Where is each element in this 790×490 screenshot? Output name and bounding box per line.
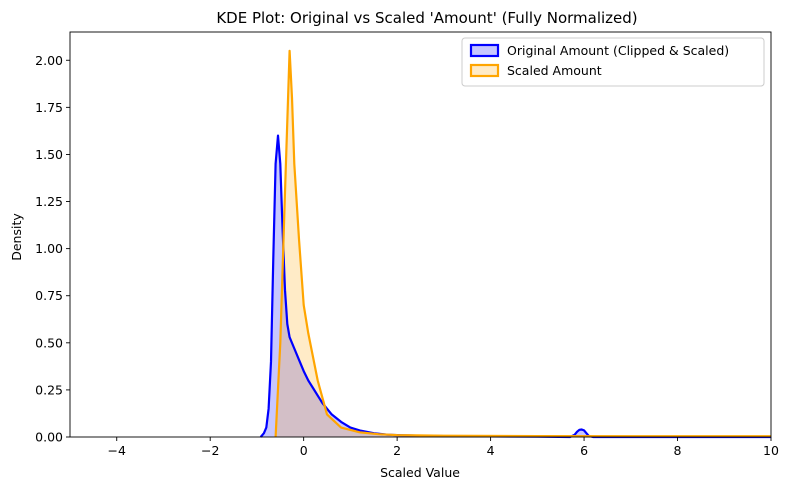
y-axis-ticks: 0.00 0.25 0.50 0.75 1.00 1.25 1.50 1.75 2.00 bbox=[35, 53, 70, 445]
series-1-fill bbox=[260, 135, 771, 437]
y-tick-label: 1.75 bbox=[35, 100, 63, 115]
x-tick-label: 8 bbox=[674, 443, 682, 458]
y-tick-label: 0.75 bbox=[35, 288, 63, 303]
y-tick-label: 0.25 bbox=[35, 382, 63, 397]
legend-label-2: Scaled Amount bbox=[507, 63, 602, 78]
legend-label-1: Original Amount (Clipped & Scaled) bbox=[507, 43, 729, 58]
series-2-fill bbox=[275, 50, 771, 438]
legend-box bbox=[461, 37, 765, 87]
legend-swatch-1 bbox=[469, 43, 500, 58]
chart-title: KDE Plot: Original vs Scaled 'Amount' (F… bbox=[216, 9, 637, 27]
x-tick-label: 4 bbox=[487, 443, 495, 458]
y-tick-label: 2.00 bbox=[35, 53, 63, 68]
legend: Original Amount (Clipped & Scaled) Scaled… bbox=[461, 37, 765, 87]
y-tick-label: 1.50 bbox=[35, 147, 63, 162]
x-axis-label: Scaled Value bbox=[380, 465, 460, 480]
series-2-line bbox=[274, 49, 771, 438]
y-tick-label: 0.50 bbox=[35, 335, 63, 350]
x-tick-label: 10 bbox=[763, 443, 779, 458]
legend-swatch-2 bbox=[469, 63, 500, 78]
series-1-line bbox=[259, 134, 771, 439]
series-fills bbox=[260, 50, 771, 438]
y-axis-label: Density bbox=[9, 213, 24, 261]
x-tick-label: −2 bbox=[201, 443, 219, 458]
x-tick-label: 6 bbox=[580, 443, 588, 458]
axes-frame bbox=[69, 31, 772, 438]
y-tick-label: 1.00 bbox=[35, 241, 63, 256]
x-axis-ticks: −4 −2 0 2 4 6 8 10 bbox=[108, 437, 779, 458]
x-tick-label: 0 bbox=[300, 443, 308, 458]
x-tick-label: 2 bbox=[393, 443, 401, 458]
x-tick-label: −4 bbox=[108, 443, 126, 458]
series-lines bbox=[259, 49, 771, 439]
y-tick-label: 0.00 bbox=[35, 430, 63, 445]
y-tick-label: 1.25 bbox=[35, 194, 63, 209]
